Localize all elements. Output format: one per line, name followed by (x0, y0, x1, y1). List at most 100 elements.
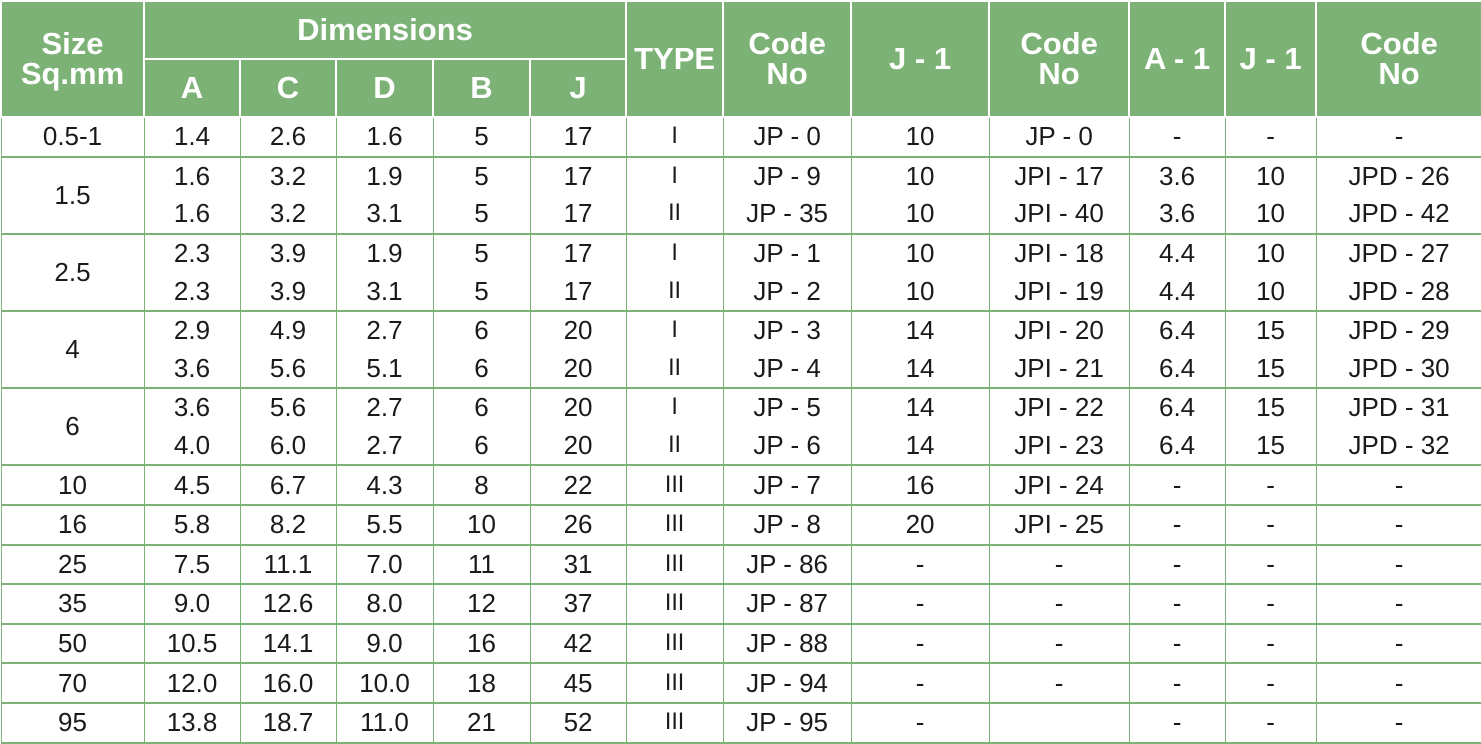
cell-a1: - (1128, 464, 1226, 505)
cell-a: 2.3 (143, 272, 241, 311)
cell-a1: - (1128, 116, 1226, 157)
cell-b: 18 (432, 662, 531, 703)
cell-type: I (625, 232, 724, 273)
header-dim-b: B (432, 58, 531, 118)
cell-a: 10.5 (143, 622, 241, 664)
cell-code-no-3: - (1315, 464, 1481, 505)
cell-j1-2: 10 (1224, 272, 1317, 311)
cell-code-no: JP - 86 (722, 543, 852, 585)
cell-code-no-2: JPI - 23 (988, 426, 1130, 466)
cell-code-no-3: - (1315, 543, 1481, 585)
cell-a1: - (1128, 622, 1226, 664)
cell-b: 8 (432, 464, 531, 505)
cell-type: III (625, 464, 724, 505)
table-row: 70 12.0 16.0 10.0 18 45 III JP - 94- - - - - (0, 662, 1481, 703)
cell-size: 4 (0, 309, 145, 389)
cell-d: 3.1 (335, 195, 434, 234)
table-row: 4 2.9 4.9 2.7 6 20 I JP - 3 14 JPI - 20 6.4 15 JPD -… (0, 309, 1481, 389)
cell-code-no-3: JPD - 28 (1315, 272, 1481, 311)
cell-c: 6.0 (239, 426, 337, 466)
cell-size: 6 (0, 387, 145, 466)
cell-code-no-3: - (1315, 116, 1481, 157)
cell-code-no: JP - 3 (722, 309, 852, 350)
cell-j1-2: 15 (1224, 349, 1317, 389)
cell-b: 12 (432, 583, 531, 624)
cell-size: 70 (0, 662, 145, 703)
cell-j: 17 (529, 232, 627, 273)
cell-b: 5 (432, 155, 531, 196)
cell-type: I (625, 387, 724, 427)
cell-code-no-2: JPI - 22 (988, 387, 1130, 427)
cell-j: 42 (529, 622, 627, 664)
cell-j1-2: - (1224, 503, 1317, 545)
cell-size: 35 (0, 583, 145, 624)
cell-code-no-2: JPI - 20 (988, 309, 1130, 350)
table-row: 4.0 6.0 2.7 6 20 II JP - 6 14 JPI - 23 6.4 15 JPD -… (1, 426, 1481, 466)
cell-d: 10.0 (335, 662, 434, 703)
cell-j1: 14 (850, 309, 990, 350)
cell-j1-2: 10 (1224, 195, 1317, 234)
cell-j: 20 (529, 309, 627, 350)
table-row: 35 9.0 12.6 8.0 12 37 III JP - 87- - - - - (0, 583, 1481, 624)
cell-j1-2: - (1224, 583, 1317, 624)
cell-j1: 14 (850, 387, 990, 427)
cell-j1-2: - (1224, 116, 1317, 157)
cell-code-no: JP - 94 (722, 662, 852, 703)
cell-code-no: JP - 88 (722, 622, 852, 664)
cell-d: 1.9 (335, 155, 434, 196)
table-row: 10 4.5 6.7 4.3 8 22 III JP - 7 16 JPI - 24- - - (0, 464, 1481, 505)
cell-c: 12.6 (239, 583, 337, 624)
cell-j1-2: 15 (1224, 387, 1317, 427)
cell-d: 2.7 (335, 426, 434, 466)
cell-code-no-3: JPD - 26 (1315, 155, 1481, 196)
header-code-no: Code No (722, 0, 853, 118)
cell-c: 4.9 (239, 309, 337, 350)
cell-b: 5 (432, 272, 531, 311)
cell-d: 1.9 (335, 232, 434, 273)
cell-type: III (625, 583, 724, 624)
cell-a1: 4.4 (1128, 232, 1226, 273)
cell-code-no-2: JPI - 21 (988, 349, 1130, 389)
cell-a1: - (1128, 583, 1226, 624)
header-j1: J - 1 (850, 0, 991, 118)
cell-c: 3.9 (239, 232, 337, 273)
header-dim-c: C (239, 58, 337, 118)
cell-a1: 3.6 (1128, 195, 1226, 234)
cell-a1: - (1128, 543, 1226, 585)
cell-code-no: JP - 87 (722, 583, 852, 624)
cell-code-no: JP - 8 (722, 503, 852, 545)
cell-code-no-3: - (1315, 503, 1481, 545)
cell-j1: - (850, 583, 990, 624)
cell-code-no-2: - (988, 583, 1130, 624)
cell-code-no-3: JPD - 32 (1315, 426, 1481, 466)
cell-code-no: JP - 6 (722, 426, 852, 466)
cell-j1: - (850, 662, 990, 703)
cell-a: 2.3 (143, 232, 241, 273)
cell-j: 17 (529, 155, 627, 196)
cell-j1-2: - (1224, 543, 1317, 585)
cell-code-no-2: - (988, 543, 1130, 585)
cell-d: 5.5 (335, 503, 434, 545)
cell-j1: 20 (850, 503, 990, 545)
cell-b: 6 (432, 426, 531, 466)
cell-a: 2.9 (143, 309, 241, 350)
cell-code-no-3: JPD - 27 (1315, 232, 1481, 273)
cell-a: 4.0 (143, 426, 241, 466)
cell-size: 2.5 (0, 232, 145, 311)
header-dim-d: D (335, 58, 434, 118)
cell-j: 20 (529, 349, 627, 389)
cell-code-no-2: JP - 0 (988, 116, 1130, 157)
cell-j1: 14 (850, 349, 990, 389)
cell-c: 16.0 (239, 662, 337, 703)
cell-code-no-3: - (1315, 583, 1481, 624)
cell-code-no-3: JPD - 42 (1315, 195, 1481, 234)
cell-d: 2.7 (335, 387, 434, 427)
table-row: 25 7.5 11.1 7.0 11 31 III JP - 86- - - - - (0, 543, 1481, 585)
cell-a1: - (1128, 503, 1226, 545)
cell-d: 2.7 (335, 309, 434, 350)
cell-b: 6 (432, 387, 531, 427)
cell-a: 4.5 (143, 464, 241, 505)
header-a1: A - 1 (1128, 0, 1227, 118)
table-header: Size Sq.mm Dimensions TYPE Code No J - 1… (0, 0, 1481, 118)
cell-a1: 6.4 (1128, 309, 1226, 350)
